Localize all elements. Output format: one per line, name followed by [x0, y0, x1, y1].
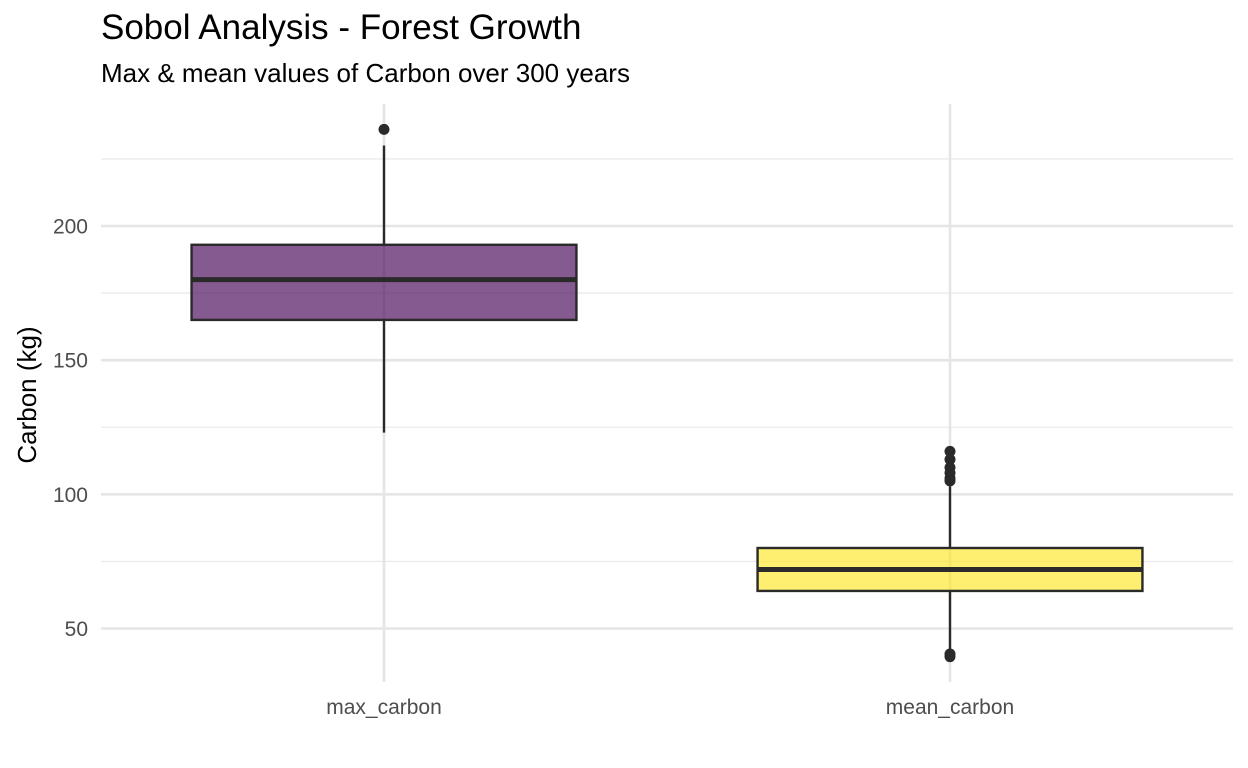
chart-subtitle: Max & mean values of Carbon over 300 yea… — [101, 58, 630, 88]
y-tick-label: 100 — [53, 484, 88, 507]
outlier-point — [944, 453, 956, 465]
outlier-point — [378, 123, 390, 135]
outlier-point — [944, 445, 956, 457]
outlier-point — [944, 462, 956, 473]
x-tick-label: max_carbon — [326, 696, 442, 719]
grid-lines — [101, 104, 1233, 682]
outlier-point — [944, 648, 956, 660]
chart-title: Sobol Analysis - Forest Growth — [101, 8, 582, 47]
y-axis-title: Carbon (kg) — [12, 326, 42, 463]
y-tick-label: 200 — [53, 216, 88, 239]
box-iqr — [190, 243, 578, 322]
x-tick-label: mean_carbon — [886, 696, 1014, 719]
axis-ticks: 50 100 150 200 max_carbon mean_carbon — [53, 216, 1014, 720]
box-series — [190, 123, 1144, 663]
y-tick-label: 50 — [65, 618, 88, 641]
y-tick-label: 150 — [53, 350, 88, 373]
